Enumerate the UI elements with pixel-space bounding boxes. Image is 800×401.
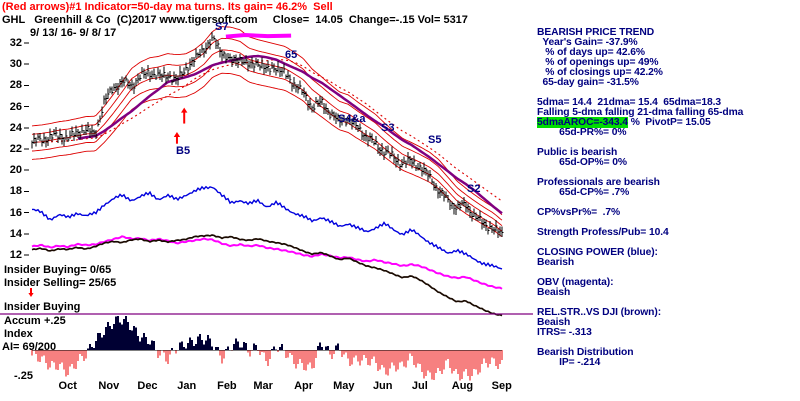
insider-selling-stat: Insider Selling= 25/65 <box>4 277 117 289</box>
y-axis-label: 16 <box>9 206 22 219</box>
y-axis-label: 28 <box>9 79 22 92</box>
analysis-line: Beaish <box>537 287 571 298</box>
analysis-line: % of days up= 42.6% <box>537 47 645 58</box>
analysis-line: Bearish Distribution <box>537 347 634 358</box>
y-axis-label: 32 <box>9 37 22 49</box>
signal-label-b5: B5 <box>176 145 191 157</box>
accum-scale-top: +.25 <box>44 315 66 327</box>
indicator-header: (Red arrows)#1 Indicator=50-day ma turns… <box>2 1 333 13</box>
analysis-line: Professionals are bearish <box>537 177 660 188</box>
analysis-line: Falling 5-dma falling 21-dma falling 65-… <box>537 107 744 118</box>
ai-value: AI= 69/200 <box>2 341 57 353</box>
month-label-dec: Dec <box>137 380 158 392</box>
month-label-sep: Sep <box>491 380 512 392</box>
month-label-oct: Oct <box>58 380 77 392</box>
analysis-line: % of openings up= 49% <box>537 57 659 68</box>
y-axis-label: 12 <box>9 249 22 261</box>
index-label: Index <box>4 328 33 340</box>
month-label-jan: Jan <box>177 380 197 392</box>
analysis-line: REL.STR..VS DJI (brown): <box>537 307 662 318</box>
analysis-line: 5dma= 14.4 21dma= 15.4 65dma=18.3 <box>537 97 721 108</box>
y-axis-label: 30 <box>9 58 22 71</box>
accum-scale-bottom: -.25 <box>14 370 33 382</box>
analysis-line: CLOSING POWER (blue): <box>537 247 658 258</box>
analysis-line: Year's Gain= -37.9% <box>537 37 638 48</box>
signal-label-s4a: S4&a <box>338 113 366 125</box>
insider-buying-stat: Insider Buying= 0/65 <box>4 264 112 276</box>
month-label-jul: Jul <box>411 380 428 392</box>
y-axis-label: 20 <box>9 164 22 177</box>
signal-label-s3: S3 <box>381 122 395 134</box>
y-axis-label: 26 <box>9 100 22 113</box>
analysis-line: Beaish <box>537 317 571 328</box>
ticker-title: GHL Greenhill & Co (C)2017 www.tigersoft… <box>2 14 468 26</box>
analysis-line: CP%vsPr%= .7% <box>537 207 621 218</box>
month-label-jun: Jun <box>372 380 393 392</box>
month-label-apr: Apr <box>294 380 314 392</box>
analysis-line: % of closings up= 42.2% <box>537 67 663 78</box>
month-label-may: May <box>333 380 355 392</box>
analysis-line: 65-day gain= -31.5% <box>537 77 639 88</box>
accum-label: Accum <box>4 315 41 327</box>
analysis-line: Bearish <box>537 257 575 268</box>
analysis-line: 65d-OP%= 0% <box>537 157 627 168</box>
y-axis-label: 24 <box>9 121 22 134</box>
analysis-line: 65d-CP%= .7% <box>537 187 630 198</box>
month-label-mar: Mar <box>253 380 273 392</box>
analysis-line: Strength Profess/Pub= 10.4 <box>537 227 669 238</box>
analysis-line: 5dmaAROC=-343.4 % PivotP= 15.05 <box>537 117 711 128</box>
analysis-panel: BEARISH PRICE TREND Year's Gain= -37.9% … <box>537 27 799 368</box>
y-axis-label: 18 <box>9 185 22 198</box>
signal-label-s2: S2 <box>467 183 481 195</box>
signal-label-65: 65 <box>285 49 298 61</box>
date-range: 9/ 13/ 16- 9/ 8/ 17 <box>30 27 117 39</box>
analysis-line: BEARISH PRICE TREND <box>537 27 655 38</box>
analysis-line: OBV (magenta): <box>537 277 614 288</box>
signal-label-s7: S7 <box>215 21 229 33</box>
analysis-line: ITRS= -.313 <box>537 327 592 338</box>
month-label-nov: Nov <box>98 380 120 392</box>
month-label-aug: Aug <box>451 380 474 392</box>
analysis-line: IP= -.214 <box>537 357 601 368</box>
y-axis-label: 22 <box>9 143 22 155</box>
accum-pane-title: Insider Buying <box>4 301 81 313</box>
analysis-line: 65d-PR%= 0% <box>537 127 627 138</box>
analysis-line: Public is bearish <box>537 147 618 158</box>
y-axis-label: 14 <box>9 227 22 240</box>
signal-label-s5: S5 <box>428 134 442 146</box>
month-label-feb: Feb <box>217 380 237 392</box>
